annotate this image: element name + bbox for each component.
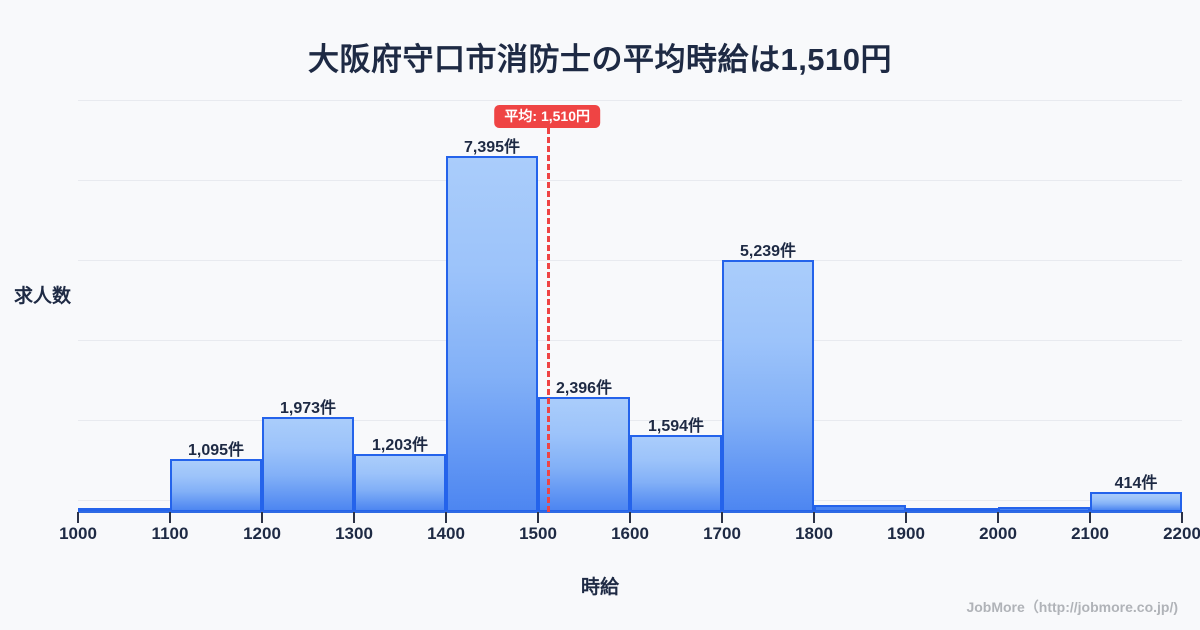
bar-value-label: 1,203件 [371, 437, 429, 455]
x-tick-mark [629, 512, 631, 523]
bar-value-label: 414件 [1114, 475, 1158, 493]
x-tick-mark [997, 512, 999, 523]
bar[interactable] [538, 396, 630, 512]
x-tick-mark [77, 512, 79, 523]
bar-value-label: 1,594件 [647, 418, 705, 436]
bar[interactable] [630, 435, 722, 512]
x-tick-label: 1300 [335, 524, 373, 543]
bar-value-label: 1,973件 [279, 399, 337, 417]
gridline [78, 260, 1182, 261]
gridline [78, 420, 1182, 421]
x-axis-title: 時給 [580, 577, 619, 598]
plot-area: 1,095件 1,973件 1,203件 7,395件 2,396件 1,594件 5,23… [78, 100, 1182, 512]
gridline [78, 340, 1182, 341]
x-tick-mark [721, 512, 723, 523]
bar-value-label: 1,095件 [187, 442, 245, 460]
bar-value-label: 2,396件 [555, 379, 613, 397]
bar-value-label: 5,239件 [739, 242, 797, 260]
bar[interactable] [170, 459, 262, 512]
x-tick-mark [169, 512, 171, 523]
average-badge: 平均: 1,510円 [494, 105, 600, 128]
x-tick-mark [813, 512, 815, 523]
bar[interactable] [262, 416, 354, 512]
footer-credit: JobMore（http://jobmore.co.jp/) [966, 599, 1178, 615]
gridline [78, 180, 1182, 181]
x-tick-mark [537, 512, 539, 523]
x-tick-mark [1089, 512, 1091, 523]
x-tick-label: 1800 [795, 524, 833, 543]
x-tick-label: 1700 [703, 524, 741, 543]
x-tick-mark [261, 512, 263, 523]
x-tick-label: 2200 [1163, 524, 1200, 543]
bar[interactable] [998, 506, 1090, 512]
x-tick-label: 1000 [59, 524, 97, 543]
y-axis-title: 求人数 [14, 286, 72, 307]
x-tick-label: 1400 [427, 524, 465, 543]
bar-value-label: 7,395件 [463, 138, 521, 156]
x-tick-label: 2100 [1071, 524, 1109, 543]
x-tick-mark [905, 512, 907, 523]
bar-series: 1,095件 1,973件 1,203件 7,395件 2,396件 1,594件 5,23… [78, 100, 1182, 512]
x-tick-label: 1500 [519, 524, 557, 543]
x-tick-mark [445, 512, 447, 523]
average-line [547, 128, 551, 512]
x-tick-label: 1200 [243, 524, 281, 543]
bar[interactable] [446, 155, 538, 512]
x-tick-label: 1900 [887, 524, 925, 543]
x-tick-label: 1600 [611, 524, 649, 543]
page-title: 大阪府守口市消防士の平均時給は1,510円 [307, 42, 893, 77]
bar[interactable] [722, 259, 814, 512]
x-tick-mark [353, 512, 355, 523]
x-tick-mark [1181, 512, 1183, 523]
x-tick-label: 1100 [151, 524, 189, 543]
bar[interactable] [814, 504, 906, 512]
gridline [78, 100, 1182, 101]
x-tick-label: 2000 [979, 524, 1017, 543]
